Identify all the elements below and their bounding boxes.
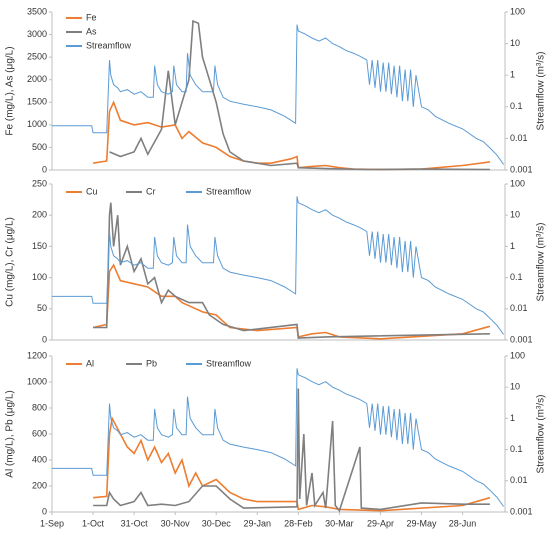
y2-tick-label: 0.1 — [510, 272, 523, 282]
y-tick-label: 500 — [32, 142, 47, 152]
y2-tick-label: 0.01 — [510, 133, 528, 143]
y2-tick-label: 100 — [510, 6, 525, 16]
legend-label: Al — [86, 358, 94, 368]
y-axis-label: Cu (mg/L), Cr (μg/L) — [5, 217, 16, 307]
x-tick-label: 28-Jun — [449, 518, 477, 528]
x-tick-label: 28-Feb — [284, 518, 313, 528]
x-tick-label: 1-Oct — [82, 518, 105, 528]
y2-tick-label: 100 — [510, 178, 525, 188]
x-tick-label: 30-Dec — [202, 518, 232, 528]
y2-tick-label: 0.001 — [510, 506, 533, 516]
y-tick-label: 800 — [32, 402, 47, 412]
y-tick-label: 1000 — [27, 376, 47, 386]
y-tick-label: 2500 — [27, 52, 47, 62]
y2-tick-label: 10 — [510, 38, 520, 48]
x-tick-label: 30-Mar — [325, 518, 354, 528]
legend-label: Streamflow — [86, 40, 132, 50]
legend-label: Fe — [86, 12, 97, 22]
y-tick-label: 200 — [32, 480, 47, 490]
y-tick-label: 150 — [32, 241, 47, 251]
series-line — [52, 196, 505, 335]
y-tick-label: 0 — [42, 334, 47, 344]
legend-label: As — [86, 26, 97, 36]
y-tick-label: 600 — [32, 428, 47, 438]
series-line — [52, 24, 505, 165]
y-tick-label: 1500 — [27, 97, 47, 107]
legend-label: Streamflow — [206, 358, 252, 368]
x-tick-label: 1-Sep — [40, 518, 64, 528]
y-tick-label: 250 — [32, 178, 47, 188]
series-line — [109, 19, 490, 171]
y-tick-label: 50 — [37, 303, 47, 313]
y2-tick-label: 0.01 — [510, 475, 528, 485]
y2-tick-label: 1 — [510, 241, 515, 251]
y-tick-label: 3000 — [27, 29, 47, 39]
y-tick-label: 1200 — [27, 350, 47, 360]
legend-label: Cu — [86, 186, 98, 196]
y2-axis-label: Streamflow (m³/s) — [536, 223, 547, 302]
y2-tick-label: 0.01 — [510, 303, 528, 313]
y2-tick-label: 0.001 — [510, 164, 533, 174]
x-tick-label: 29-May — [407, 518, 438, 528]
series-line — [92, 263, 491, 340]
y-tick-label: 2000 — [27, 74, 47, 84]
y-tick-label: 200 — [32, 210, 47, 220]
y-tick-label: 400 — [32, 454, 47, 464]
y-tick-label: 0 — [42, 506, 47, 516]
y-tick-label: 1000 — [27, 119, 47, 129]
y2-tick-label: 0.001 — [510, 334, 533, 344]
legend-label: Cr — [146, 186, 156, 196]
y-tick-label: 100 — [32, 272, 47, 282]
y2-tick-label: 1 — [510, 413, 515, 423]
series-line — [93, 202, 490, 339]
series-line — [93, 415, 491, 512]
y-axis-label: Al (mg/L), Pb (μg/L) — [5, 390, 16, 477]
y-axis-label: Fe (mg/L), As (μg/L) — [5, 46, 16, 135]
y2-tick-label: 1 — [510, 70, 515, 80]
y-tick-label: 0 — [42, 164, 47, 174]
y-tick-label: 3500 — [27, 6, 47, 16]
y2-axis-label: Streamflow (m³/s) — [536, 395, 547, 474]
x-tick-label: 31-Oct — [121, 518, 149, 528]
y2-tick-label: 0.1 — [510, 444, 523, 454]
series-line — [93, 388, 490, 513]
x-tick-label: 29-Apr — [367, 518, 394, 528]
series-line — [52, 368, 505, 507]
y2-tick-label: 100 — [510, 350, 525, 360]
y2-tick-label: 10 — [510, 210, 520, 220]
x-tick-label: 30-Nov — [161, 518, 191, 528]
y2-axis-label: Streamflow (m³/s) — [536, 52, 547, 131]
y2-tick-label: 10 — [510, 382, 520, 392]
legend-label: Streamflow — [206, 186, 252, 196]
legend-label: Pb — [146, 358, 157, 368]
x-tick-label: 29-Jan — [244, 518, 272, 528]
y2-tick-label: 0.1 — [510, 101, 523, 111]
